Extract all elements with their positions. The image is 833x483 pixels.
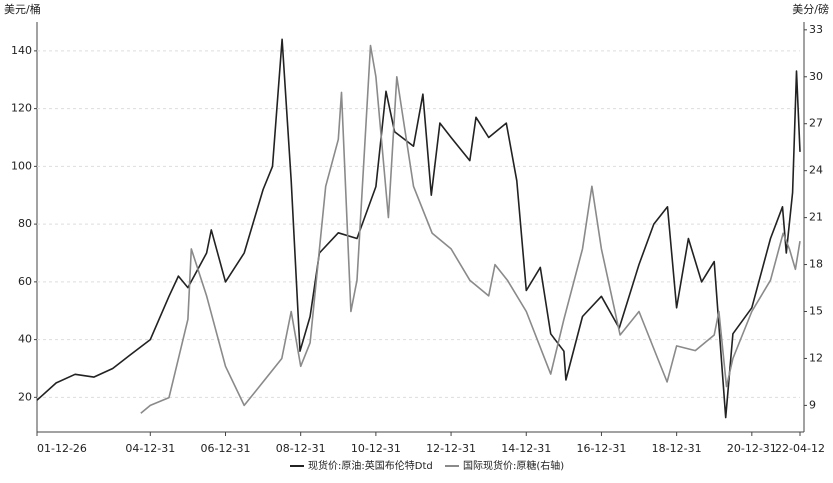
y2-tick-label: 30 — [809, 70, 823, 83]
legend-label: 国际现货价:原糖(右轴) — [463, 459, 564, 472]
legend-label: 现货价:原油:英国布伦特Dtd — [308, 459, 433, 472]
y2-axis-label: 美分/磅 — [792, 2, 829, 16]
x-tick-label: 22-04-12 — [775, 442, 825, 455]
y2-tick-label: 9 — [809, 398, 816, 411]
y-tick-label: 20 — [18, 390, 32, 403]
y-tick-label: 60 — [18, 275, 32, 288]
x-tick-label: 14-12-31 — [501, 442, 551, 455]
y2-tick-label: 18 — [809, 258, 823, 271]
y-axis-label: 美元/桶 — [4, 2, 41, 16]
y-tick-label: 140 — [11, 44, 32, 57]
x-tick-label: 04-12-31 — [125, 442, 175, 455]
x-tick-label: 16-12-31 — [576, 442, 626, 455]
series-line — [140, 44, 801, 414]
y2-tick-label: 27 — [809, 117, 823, 130]
y2-tick-label: 24 — [809, 164, 823, 177]
y-tick-label: 100 — [11, 159, 32, 172]
y2-tick-label: 33 — [809, 23, 823, 36]
y2-tick-label: 21 — [809, 211, 823, 224]
series-line — [36, 38, 801, 419]
x-tick-label: 18-12-31 — [652, 442, 702, 455]
x-tick-label: 08-12-31 — [276, 442, 326, 455]
y-tick-label: 40 — [18, 333, 32, 346]
y2-tick-label: 15 — [809, 305, 823, 318]
y-tick-label: 120 — [11, 102, 32, 115]
y2-tick-label: 12 — [809, 351, 823, 364]
y-tick-label: 80 — [18, 217, 32, 230]
x-tick-label: 20-12-31 — [727, 442, 777, 455]
x-tick-label: 06-12-31 — [201, 442, 251, 455]
x-tick-label: 10-12-31 — [351, 442, 401, 455]
x-tick-label: 12-12-31 — [426, 442, 476, 455]
x-tick-label: 01-12-26 — [37, 442, 87, 455]
